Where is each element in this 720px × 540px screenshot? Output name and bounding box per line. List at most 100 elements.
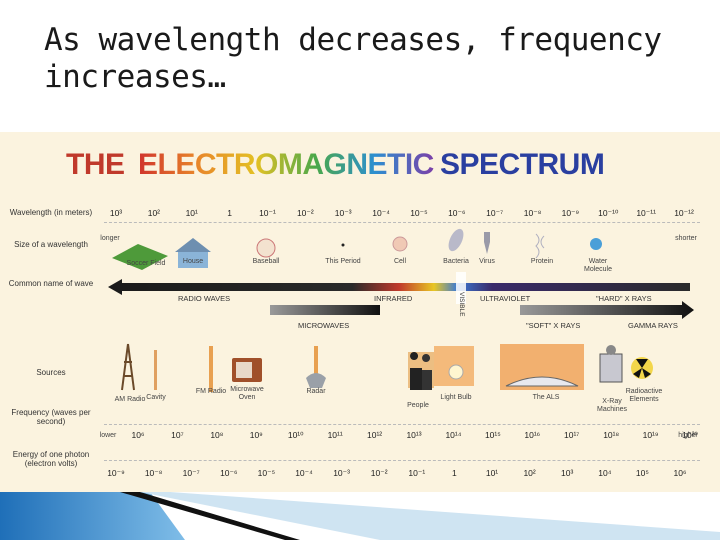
band-hard-xrays: "HARD" X RAYS	[596, 294, 652, 303]
slide-title: As wavelength decreases, frequency incre…	[44, 22, 662, 95]
size-label: This Period	[325, 258, 361, 265]
wavelength-tick: 10⁻²	[296, 208, 314, 218]
source-label: FM Radio	[195, 388, 227, 395]
people-icon	[410, 352, 422, 390]
frequency-tick: 10¹⁵	[484, 430, 501, 440]
frequency-tick: 10¹⁹	[642, 430, 659, 440]
wavelength-tick: 10²	[147, 208, 161, 218]
source-label: Light Bulb	[440, 394, 472, 401]
wavelength-tick: 10¹	[185, 208, 198, 218]
fm-radio-icon	[209, 346, 213, 392]
size-label: Protein	[530, 258, 554, 265]
baseball-icon	[256, 238, 276, 258]
wavelength-tick: 10⁻¹²	[674, 208, 694, 218]
wavelength-tick: 10⁻⁶	[448, 208, 466, 218]
energy-tick: 10⁻⁹	[107, 468, 125, 478]
figure-title-spectrum: SPECTRUM	[440, 148, 605, 181]
source-label: Radar	[306, 388, 326, 395]
energy-tick: 10³	[561, 468, 574, 478]
energy-tick: 10¹	[485, 468, 499, 478]
am-radio-tower-icon	[121, 343, 135, 391]
energy-tick: 10⁻⁶	[220, 468, 238, 478]
size-label: Virus	[479, 258, 495, 265]
energy-tick: 10⁻²	[370, 468, 388, 478]
energy-tick: 10⁻³	[333, 468, 350, 478]
wavelength-tick: 10⁻⁸	[523, 208, 542, 218]
energy-tick: 10⁻⁴	[295, 468, 313, 478]
frequency-tick: 10⁷	[171, 430, 184, 440]
als-building-icon	[505, 376, 579, 387]
higher-label: higher	[678, 432, 698, 439]
size-label: Water Molecule	[583, 258, 612, 273]
cavity-icon	[154, 350, 157, 390]
bacteria-icon	[448, 228, 464, 252]
wavelength-tick: 10⁻⁴	[372, 208, 390, 218]
wavelength-tick: 10⁻³	[334, 208, 352, 218]
frequency-tick: 10¹⁸	[603, 430, 620, 440]
protein-icon	[535, 233, 545, 259]
slide-decoration	[0, 492, 720, 540]
frequency-tick: 10⁸	[210, 430, 224, 440]
shorter-label: shorter	[675, 235, 697, 242]
frequency-tick: 10¹²	[367, 430, 383, 440]
wavelength-tick: 10³	[109, 208, 123, 218]
em-spectrum-figure: THE ELECTROMAGNETIC SPECTRUM Wavelength …	[0, 132, 720, 492]
figure-title-electromagnetic: ELECTROMAGNETIC	[138, 148, 434, 181]
cell-icon	[392, 236, 408, 252]
source-label: Cavity	[146, 394, 166, 401]
energy-tick: 10²	[523, 468, 536, 478]
row-label-frequency: Frequency (waves per second)	[11, 408, 91, 426]
water-molecule-icon	[590, 238, 602, 250]
band-visible: VISIBLE	[458, 292, 465, 317]
frequency-tick: 10¹³	[406, 430, 422, 440]
energy-tick: 10⁴	[598, 468, 612, 478]
row-label-wavelength: Wavelength (in meters)	[9, 208, 93, 217]
xray-machine-icon	[599, 353, 623, 383]
energy-tick: 1	[452, 468, 457, 478]
lower-label: lower	[99, 432, 117, 439]
frequency-tick: 10⁶	[131, 430, 145, 440]
energy-tick: 10⁻⁸	[144, 468, 163, 478]
band-gamma-rays: GAMMA RAYS	[628, 321, 678, 330]
energy-tick: 10⁻⁷	[182, 468, 200, 478]
frequency-tick: 10²⁰	[682, 430, 698, 440]
size-illustrations	[112, 228, 602, 270]
frequency-tick: 10⁹	[249, 430, 263, 440]
figure-title-the: THE	[66, 148, 125, 181]
size-label: Bacteria	[443, 258, 469, 265]
wavelength-tick: 10⁻¹	[259, 208, 276, 218]
wavelength-tick: 10⁻¹⁰	[598, 208, 619, 218]
house-icon	[178, 250, 208, 268]
period-icon	[341, 243, 345, 247]
energy-tick: 10⁻¹	[408, 468, 426, 478]
frequency-tick: 10¹⁴	[445, 430, 462, 440]
wave-band-arrows	[108, 272, 694, 319]
energy-tick: 10⁵	[635, 468, 649, 478]
source-label: AM Radio	[114, 396, 146, 403]
band-soft-xrays: "SOFT" X RAYS	[526, 321, 581, 330]
band-infrared: INFRARED	[374, 294, 413, 303]
row-label-energy: Energy of one photon (electron volts)	[12, 450, 90, 468]
wavelength-tick: 10⁻⁹	[561, 208, 580, 218]
band-microwaves: MICROWAVES	[298, 321, 350, 330]
band-ultraviolet: ULTRAVIOLET	[480, 294, 531, 303]
band-radio-waves: RADIO WAVES	[178, 294, 231, 303]
source-label: Microwave Oven	[230, 386, 264, 401]
frequency-tick: 10¹¹	[327, 430, 343, 440]
source-label: Radioactive Elements	[625, 388, 663, 403]
virus-icon	[484, 232, 490, 254]
row-label-common-name: Common name of wave	[8, 279, 94, 288]
wavelength-tick: 10⁻⁷	[486, 208, 504, 218]
radar-icon	[314, 346, 318, 376]
soccer-field-icon	[112, 244, 168, 270]
frequency-tick: 10¹⁶	[524, 430, 541, 440]
size-label: Soccer Field	[126, 260, 166, 267]
row-label-sources: Sources	[36, 368, 66, 377]
size-label: Cell	[393, 258, 407, 265]
source-label: X-Ray Machines	[597, 398, 627, 413]
light-bulb-icon	[448, 364, 464, 380]
wavelength-tick: 10⁻⁵	[410, 208, 428, 218]
source-illustrations	[121, 343, 653, 392]
wavelength-tick: 10⁻¹¹	[636, 208, 656, 218]
row-label-size: Size of a wavelength	[14, 240, 88, 249]
